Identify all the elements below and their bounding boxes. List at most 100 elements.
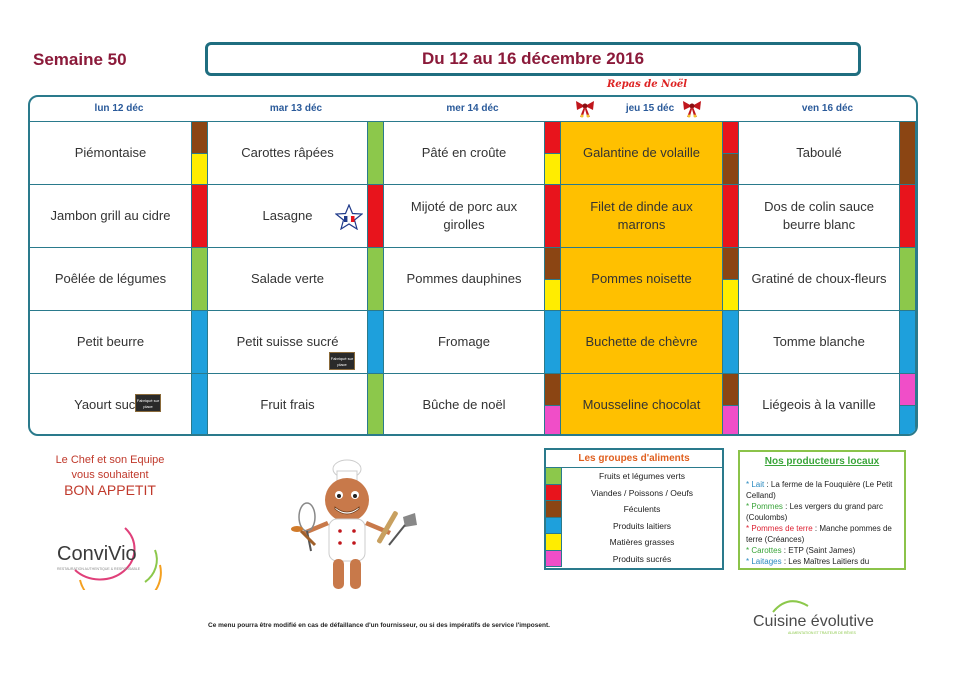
food-groups-title: Les groupes d'aliments	[546, 450, 722, 468]
producer-product: Carottes	[751, 546, 782, 555]
menu-item: Yaourt sucré	[30, 373, 192, 434]
producer-name: : ETP (Saint James)	[781, 546, 856, 555]
bullet-icon: *	[746, 502, 752, 511]
producer-item: * Laitages : Les Maîtres Laitiers du	[746, 556, 898, 567]
france-star-icon	[335, 204, 363, 230]
day-header: lun 12 déc	[94, 103, 144, 114]
food-group-marker	[723, 184, 739, 247]
food-group-row: Fruits et légumes verts	[546, 468, 722, 485]
local-producers-box: Nos producteurs locaux * Lait : La ferme…	[738, 450, 906, 570]
food-group-marker	[192, 121, 208, 153]
producer-product: Laitages	[751, 557, 782, 566]
producer-item: * Pommes de terre : Manche pommes de ter…	[746, 523, 898, 545]
christmas-meal-label: Repas de Noël	[607, 79, 688, 90]
food-group-marker	[192, 152, 208, 184]
bullet-icon: *	[746, 557, 752, 566]
week-label: Semaine 50	[33, 50, 127, 69]
menu-item: Liégeois à la vanille	[739, 373, 900, 434]
gingerbread-chef-illustration	[291, 459, 417, 589]
menu-item: Pommes noisette	[561, 247, 723, 310]
menu-item: Carottes râpées	[208, 121, 368, 184]
cuisine-evolutive-logo: Cuisine évolutive ALIMENTATION ET TRAITE…	[753, 600, 874, 635]
food-group-marker	[545, 373, 561, 405]
chalkboard-badge: Fabriqué sur place	[329, 352, 355, 370]
food-group-label: Matières grasses	[609, 537, 675, 547]
food-group-marker	[192, 184, 208, 247]
menu-item: Dos de colin sauce beurre blanc	[739, 184, 900, 247]
evolutive-text: Cuisine évolutive	[753, 613, 874, 630]
producer-item: * Lait : La ferme de la Fouquière (Le Pe…	[746, 479, 898, 501]
food-group-marker	[545, 247, 561, 279]
menu-item: Galantine de volaille	[561, 121, 723, 184]
food-group-row: Produits laitiers	[546, 517, 722, 534]
day-header: mer 14 déc	[446, 103, 499, 114]
bullet-icon: *	[746, 524, 752, 533]
food-group-swatch	[546, 550, 562, 567]
menu-item: Pâté en croûte	[384, 121, 545, 184]
convivio-logo: ConviVio RESTAURATION AUTHENTIQUE & RESP…	[57, 527, 162, 590]
food-group-marker	[545, 184, 561, 247]
food-group-swatch	[546, 484, 562, 501]
day-header: jeu 15 déc	[625, 103, 675, 114]
producer-name: : Les Maîtres Laitiers du	[781, 557, 870, 566]
wish-line: vous souhaitent	[71, 469, 149, 481]
food-groups-legend: Les groupes d'aliments Fruits et légumes…	[544, 448, 724, 570]
food-group-label: Produits laitiers	[612, 520, 672, 531]
food-group-label: Fruits et légumes verts	[599, 471, 685, 481]
food-group-label: Produits sucrés	[612, 553, 672, 564]
food-group-marker	[723, 278, 739, 310]
producer-product: Pommes de terre	[751, 524, 813, 533]
food-group-marker	[900, 404, 916, 434]
menu-item: Lasagne	[208, 184, 368, 247]
food-group-row: Produits sucrés	[546, 550, 722, 567]
chalkboard-badge: Fabriqué sur place	[135, 394, 161, 412]
food-group-marker	[368, 310, 384, 373]
menu-item: Filet de dinde aux marrons	[561, 184, 723, 247]
bow-icon	[576, 101, 594, 118]
menu-item: Taboulé	[739, 121, 900, 184]
food-group-marker	[900, 184, 916, 247]
producer-item: * Pommes : Les vergers du grand parc (Co…	[746, 501, 898, 523]
evolutive-subtitle: ALIMENTATION ET TRAITEUR DE RÊVES	[788, 630, 856, 635]
producer-name: : Les vergers du grand parc (Coulombs)	[746, 502, 883, 522]
producers-title: Nos producteurs locaux	[764, 456, 880, 467]
food-group-swatch	[546, 534, 562, 551]
food-group-marker	[723, 404, 739, 434]
food-group-marker	[545, 404, 561, 434]
day-header: ven 16 déc	[801, 103, 854, 114]
producer-item: * Carottes : ETP (Saint James)	[746, 545, 898, 556]
date-range-title: Du 12 au 16 décembre 2016	[205, 42, 861, 76]
food-group-marker	[723, 121, 739, 153]
menu-item: Fruit frais	[208, 373, 368, 434]
food-group-marker	[900, 121, 916, 184]
producer-product: Lait	[751, 480, 765, 489]
bow-icon	[683, 101, 701, 118]
menu-item: Salade verte	[208, 247, 368, 310]
food-group-marker	[192, 310, 208, 373]
food-group-marker	[723, 152, 739, 184]
menu-item: Buchette de chèvre	[561, 310, 723, 373]
bullet-icon: *	[746, 546, 752, 555]
food-group-marker	[545, 152, 561, 184]
producer-name: : Manche pommes de terre (Créances)	[746, 524, 892, 544]
food-group-marker	[192, 247, 208, 310]
menu-item: Jambon grill au cidre	[30, 184, 192, 247]
food-group-swatch	[546, 468, 562, 485]
menu-item: Petit beurre	[30, 310, 192, 373]
menu-item: Tomme blanche	[739, 310, 900, 373]
menu-item: Mousseline chocolat	[561, 373, 723, 434]
food-group-marker	[900, 247, 916, 310]
convivio-text: ConviVio	[57, 543, 137, 565]
food-group-marker	[545, 121, 561, 153]
food-group-swatch	[546, 501, 562, 518]
food-group-marker	[368, 121, 384, 184]
food-group-marker	[368, 373, 384, 434]
food-group-marker	[723, 310, 739, 373]
food-group-marker	[900, 310, 916, 373]
menu-table: lun 12 déc mar 13 déc mer 14 déc jeu 15 déc…	[28, 95, 918, 436]
menu-disclaimer: Ce menu pourra être modifié en cas de dé…	[208, 622, 550, 629]
menu-item: Poêlée de légumes	[30, 247, 192, 310]
food-group-row: Matières grasses	[546, 534, 722, 551]
bullet-icon: *	[746, 480, 752, 489]
food-group-marker	[545, 278, 561, 310]
